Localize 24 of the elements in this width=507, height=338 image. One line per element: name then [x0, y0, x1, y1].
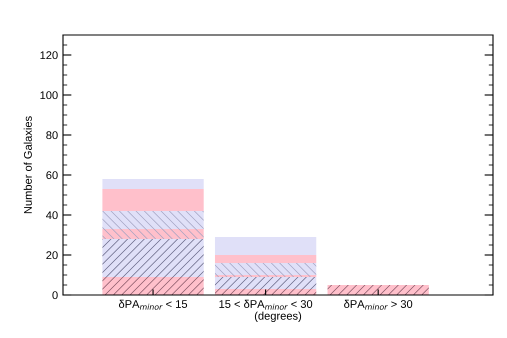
bar — [102, 239, 204, 277]
bar — [328, 285, 429, 295]
bar — [214, 289, 316, 295]
bar — [214, 263, 316, 275]
bar — [214, 277, 316, 289]
y-tick-label: 20 — [46, 251, 58, 260]
y-tick-label: 40 — [46, 211, 58, 220]
bar — [214, 255, 316, 263]
y-tick-label: 100 — [40, 91, 58, 100]
x-axis-title: (degrees) — [254, 312, 302, 322]
y-tick-label: 120 — [40, 51, 58, 60]
y-tick-label: 80 — [46, 131, 58, 140]
x-tick-label: δPA$_{minor}$ < 15 — [118, 300, 188, 310]
bar — [102, 277, 204, 295]
bar — [102, 229, 204, 239]
bar — [102, 179, 204, 189]
bar — [102, 211, 204, 229]
x-tick-label: 15 < δPA$_{minor}$ < 30 — [219, 300, 312, 310]
y-axis-title: Number of Galaxies — [24, 116, 32, 214]
bar — [102, 189, 204, 211]
y-tick-label: 0 — [52, 291, 58, 300]
bar — [214, 237, 316, 255]
y-tick-label: 60 — [46, 171, 58, 180]
x-tick-label: δPA$_{minor}$ > 30 — [344, 300, 412, 310]
